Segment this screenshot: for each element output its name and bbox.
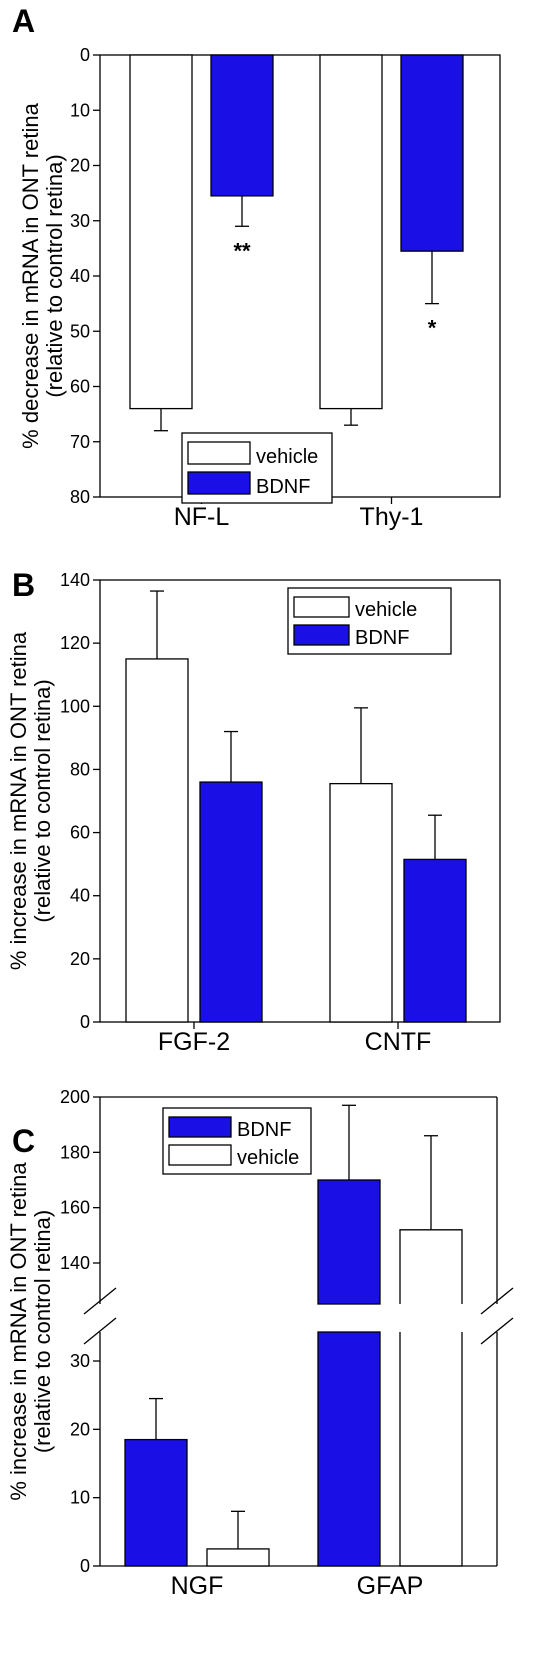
legend-label-vehicle: vehicle: [256, 446, 318, 468]
bar-vehicle-cntf: [329, 782, 393, 1023]
legend-swatch-bdnf: [168, 1116, 232, 1138]
y-tick-label: 140: [60, 570, 90, 590]
y-tick-label: 0: [80, 1012, 90, 1032]
y-axis-label-line: (relative to control retina): [30, 679, 55, 922]
y-tick-label: 30: [70, 211, 90, 231]
y-tick-label: 10: [70, 100, 90, 120]
y-tick-label: 40: [70, 886, 90, 906]
bar-vehicle-gfap-lower: [399, 1332, 463, 1567]
axis-break-mark-right: [480, 1317, 514, 1345]
y-axis-label: % increase in mRNA in ONT retina(relativ…: [6, 1162, 55, 1501]
y-tick-label: 30: [70, 1351, 90, 1371]
y-tick-label: 60: [70, 377, 90, 397]
x-category-label: GFAP: [357, 1572, 424, 1600]
y-tick-label: 100: [60, 696, 90, 716]
bar-vehicle-thy-1: [319, 54, 383, 410]
panel-c-chart: 140 160 180 200 0 10 20 30 NGF GFAP BDNF vehicle % i…: [6, 1087, 514, 1600]
y-tick-label: 80: [70, 487, 90, 507]
y-tick-label: 80: [70, 759, 90, 779]
plot-frame: [99, 579, 501, 1023]
x-category-label: NGF: [171, 1572, 224, 1600]
x-category-label: Thy-1: [360, 503, 424, 531]
bar-bdnf-ngf: [124, 1438, 188, 1567]
panel-a-chart: 0 10 20 30 40 50 60 70 80 ** NF-L * Thy-1 vehicle BDNF…: [18, 45, 501, 531]
y-tick-label: 20: [70, 949, 90, 969]
panel-c-letter: C: [12, 1123, 35, 1159]
legend-swatch-vehicle: [187, 441, 251, 465]
bar-vehicle-fgf-2: [125, 658, 189, 1023]
y-axis-label-line: % increase in mRNA in ONT retina: [6, 631, 31, 970]
y-tick-label: 0: [80, 45, 90, 65]
bar-vehicle-gfap-upper: [399, 1229, 463, 1304]
panel-a-letter: A: [12, 3, 35, 39]
panel-b-letter: B: [12, 567, 35, 603]
legend-swatch-bdnf: [293, 624, 350, 646]
significance-marker: *: [428, 316, 437, 341]
y-axis-label: % increase in mRNA in ONT retina(relativ…: [6, 631, 55, 970]
y-tick-label: 10: [70, 1488, 90, 1508]
y-tick-label: 180: [60, 1142, 90, 1162]
y-tick-label: 50: [70, 321, 90, 341]
bar-vehicle-ngf: [206, 1548, 270, 1567]
legend-label-bdnf: BDNF: [237, 1119, 291, 1141]
axis-break-mark-left: [83, 1317, 117, 1345]
y-axis-label: % decrease in mRNA in ONT retina(relativ…: [18, 102, 67, 448]
legend-label-vehicle: vehicle: [355, 599, 417, 621]
y-axis-label-line: % decrease in mRNA in ONT retina: [18, 102, 43, 448]
y-tick-label: 140: [60, 1253, 90, 1273]
legend-swatch-vehicle: [293, 596, 350, 618]
y-tick-label: 40: [70, 266, 90, 286]
legend-swatch-vehicle: [168, 1144, 232, 1166]
significance-marker: **: [233, 238, 251, 263]
panel-b-chart: 0 20 40 60 80 100 120 140 FGF-2 CNTF vehicle BDNF % …: [6, 570, 501, 1056]
bar-bdnf-gfap-lower: [317, 1331, 381, 1567]
axis-break-mark-left: [83, 1287, 117, 1315]
y-tick-label: 20: [70, 156, 90, 176]
bar-bdnf-fgf-2: [199, 781, 263, 1023]
y-tick-label: 20: [70, 1419, 90, 1439]
bar-bdnf-cntf: [403, 858, 467, 1023]
bar-bdnf-gfap-upper: [317, 1179, 381, 1305]
y-tick-label: 60: [70, 823, 90, 843]
x-category-label: CNTF: [365, 1028, 432, 1056]
y-axis-label-line: (relative to control retina): [42, 154, 67, 397]
y-axis-label-line: (relative to control retina): [30, 1210, 55, 1453]
legend-label-bdnf: BDNF: [355, 627, 409, 649]
y-tick-label: 0: [80, 1556, 90, 1576]
y-tick-label: 120: [60, 633, 90, 653]
bar-bdnf-nf-l: [210, 54, 274, 197]
bar-bdnf-thy-1: [400, 54, 464, 252]
bar-vehicle-nf-l: [129, 54, 193, 410]
y-tick-label: 160: [60, 1198, 90, 1218]
y-tick-label: 70: [70, 432, 90, 452]
x-category-label: FGF-2: [158, 1028, 230, 1056]
axis-break-mark-right: [480, 1287, 514, 1315]
y-axis-label-line: % increase in mRNA in ONT retina: [6, 1162, 31, 1501]
legend-label-bdnf: BDNF: [256, 476, 310, 498]
x-category-label: NF-L: [174, 503, 230, 531]
legend-swatch-bdnf: [187, 471, 251, 495]
legend-label-vehicle: vehicle: [237, 1147, 299, 1169]
y-tick-label: 200: [60, 1087, 90, 1107]
